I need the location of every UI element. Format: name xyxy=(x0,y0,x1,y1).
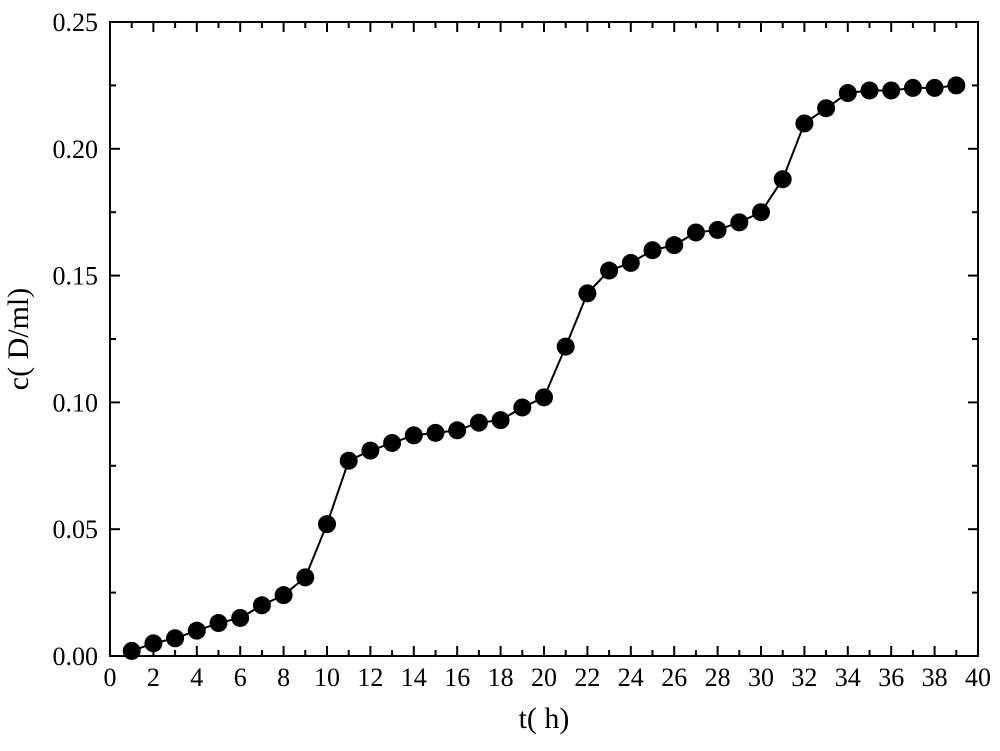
series-marker xyxy=(405,426,423,444)
series-marker xyxy=(340,452,358,470)
x-tick-label: 34 xyxy=(835,663,861,692)
y-axis-label: c( D/ml) xyxy=(2,288,35,390)
series-marker xyxy=(231,609,249,627)
series-marker xyxy=(622,254,640,272)
series-marker xyxy=(492,411,510,429)
plot-frame xyxy=(110,22,978,656)
series-marker xyxy=(361,442,379,460)
x-tick-label: 14 xyxy=(401,663,427,692)
series-marker xyxy=(427,424,445,442)
chart-figure: 02468101214161820222426283032343638400.0… xyxy=(0,0,1000,751)
series-marker xyxy=(383,434,401,452)
x-tick-label: 18 xyxy=(488,663,514,692)
series-marker xyxy=(578,284,596,302)
x-tick-label: 30 xyxy=(748,663,774,692)
series-marker xyxy=(861,81,879,99)
series-marker xyxy=(318,515,336,533)
x-tick-label: 22 xyxy=(574,663,600,692)
x-axis-label: t( h) xyxy=(519,702,570,735)
y-tick-label: 0.25 xyxy=(53,8,99,37)
y-tick-label: 0.15 xyxy=(53,262,99,291)
series-marker xyxy=(730,213,748,231)
series-marker xyxy=(882,81,900,99)
series-marker xyxy=(752,203,770,221)
x-tick-label: 4 xyxy=(190,663,203,692)
series-marker xyxy=(839,84,857,102)
x-tick-label: 36 xyxy=(878,663,904,692)
series-marker xyxy=(665,236,683,254)
x-tick-label: 8 xyxy=(277,663,290,692)
series-marker xyxy=(904,79,922,97)
series-marker xyxy=(448,421,466,439)
y-tick-label: 0.10 xyxy=(53,388,99,417)
series-marker xyxy=(470,414,488,432)
x-tick-label: 28 xyxy=(705,663,731,692)
series-marker xyxy=(926,79,944,97)
chart-svg: 02468101214161820222426283032343638400.0… xyxy=(0,0,1000,751)
series-marker xyxy=(795,114,813,132)
series-marker xyxy=(188,622,206,640)
series-marker xyxy=(644,241,662,259)
series-marker xyxy=(123,642,141,660)
x-tick-label: 16 xyxy=(444,663,470,692)
x-tick-label: 38 xyxy=(922,663,948,692)
series-marker xyxy=(709,221,727,239)
series-marker xyxy=(253,596,271,614)
series-marker xyxy=(535,388,553,406)
x-tick-label: 40 xyxy=(965,663,991,692)
series-marker xyxy=(210,614,228,632)
series-marker xyxy=(947,76,965,94)
x-tick-label: 12 xyxy=(357,663,383,692)
y-tick-label: 0.00 xyxy=(53,642,99,671)
y-tick-label: 0.20 xyxy=(53,135,99,164)
x-tick-label: 32 xyxy=(791,663,817,692)
series-marker xyxy=(687,223,705,241)
x-tick-label: 24 xyxy=(618,663,644,692)
series-marker xyxy=(600,262,618,280)
x-tick-label: 2 xyxy=(147,663,160,692)
series-marker xyxy=(275,586,293,604)
y-tick-label: 0.05 xyxy=(53,515,99,544)
x-tick-label: 6 xyxy=(234,663,247,692)
series-marker xyxy=(774,170,792,188)
x-tick-label: 20 xyxy=(531,663,557,692)
series-marker xyxy=(513,398,531,416)
series-line xyxy=(132,85,957,651)
series-marker xyxy=(557,338,575,356)
x-tick-label: 26 xyxy=(661,663,687,692)
series-marker xyxy=(296,568,314,586)
series-marker xyxy=(817,99,835,117)
series-marker xyxy=(144,634,162,652)
series-marker xyxy=(166,629,184,647)
x-tick-label: 10 xyxy=(314,663,340,692)
x-tick-label: 0 xyxy=(104,663,117,692)
